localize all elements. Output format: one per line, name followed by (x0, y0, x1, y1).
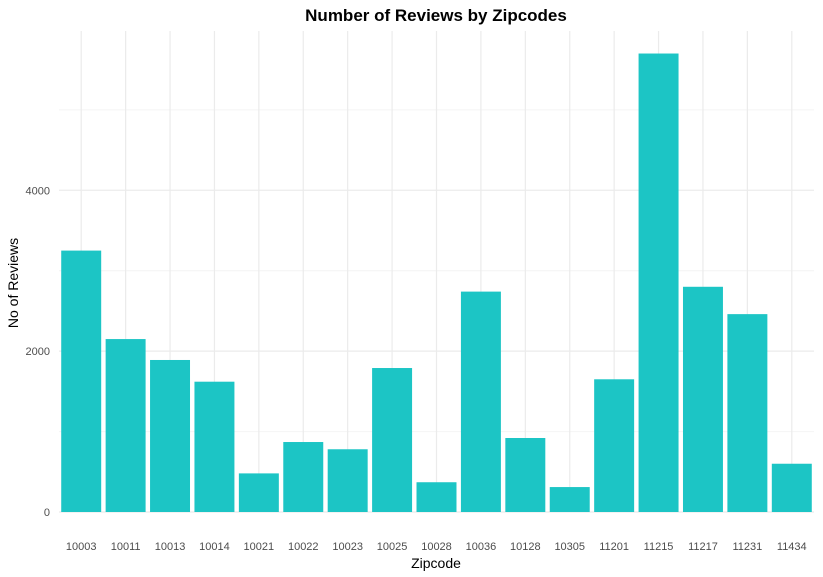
bar-11217 (682, 286, 723, 512)
bar-10021 (238, 473, 279, 512)
bar-11215 (638, 53, 679, 513)
bar-layer (61, 53, 812, 513)
bar-10013 (150, 359, 191, 512)
y-axis-title: No of Reviews (5, 238, 21, 328)
x-tick-label: 10021 (244, 541, 275, 553)
x-tick-label: 10011 (111, 541, 141, 553)
y-tick-label: 4000 (26, 185, 50, 197)
bar-10036 (460, 291, 501, 512)
bar-11231 (727, 314, 768, 512)
x-tick-label: 10305 (554, 541, 585, 553)
y-axis-ticks: 0 2000 4000 (26, 185, 50, 519)
x-tick-label: 11217 (688, 541, 718, 553)
x-tick-label: 10023 (332, 541, 363, 553)
y-tick-label: 2000 (26, 346, 50, 358)
bar-10014 (194, 381, 235, 512)
x-tick-label: 11215 (644, 541, 674, 553)
bar-10128 (505, 438, 546, 512)
bar-10011 (105, 339, 146, 512)
x-axis-title: Zipcode (411, 555, 461, 571)
bar-11434 (771, 463, 812, 512)
x-tick-label: 10036 (466, 541, 497, 553)
bar-10003 (61, 250, 102, 512)
x-tick-label: 11434 (777, 541, 807, 553)
x-axis-ticks: 10003 10011 10013 10014 10021 10022 10023 10025… (66, 541, 807, 553)
x-tick-label: 10013 (155, 541, 186, 553)
x-tick-label: 10022 (288, 541, 319, 553)
x-tick-label: 10014 (199, 541, 230, 553)
bar-11201 (594, 379, 635, 512)
bar-10305 (549, 487, 590, 512)
x-tick-label: 10128 (510, 541, 541, 553)
bar-10025 (372, 368, 413, 512)
chart-title: Number of Reviews by Zipcodes (305, 6, 567, 25)
x-tick-label: 11201 (599, 541, 629, 553)
x-tick-label: 10028 (421, 541, 452, 553)
bar-10023 (327, 449, 368, 512)
bar-10022 (283, 442, 324, 512)
bar-10028 (416, 482, 457, 512)
x-tick-label: 11231 (732, 541, 762, 553)
y-tick-label: 0 (44, 507, 50, 519)
x-tick-label: 10025 (377, 541, 408, 553)
x-tick-label: 10003 (66, 541, 97, 553)
